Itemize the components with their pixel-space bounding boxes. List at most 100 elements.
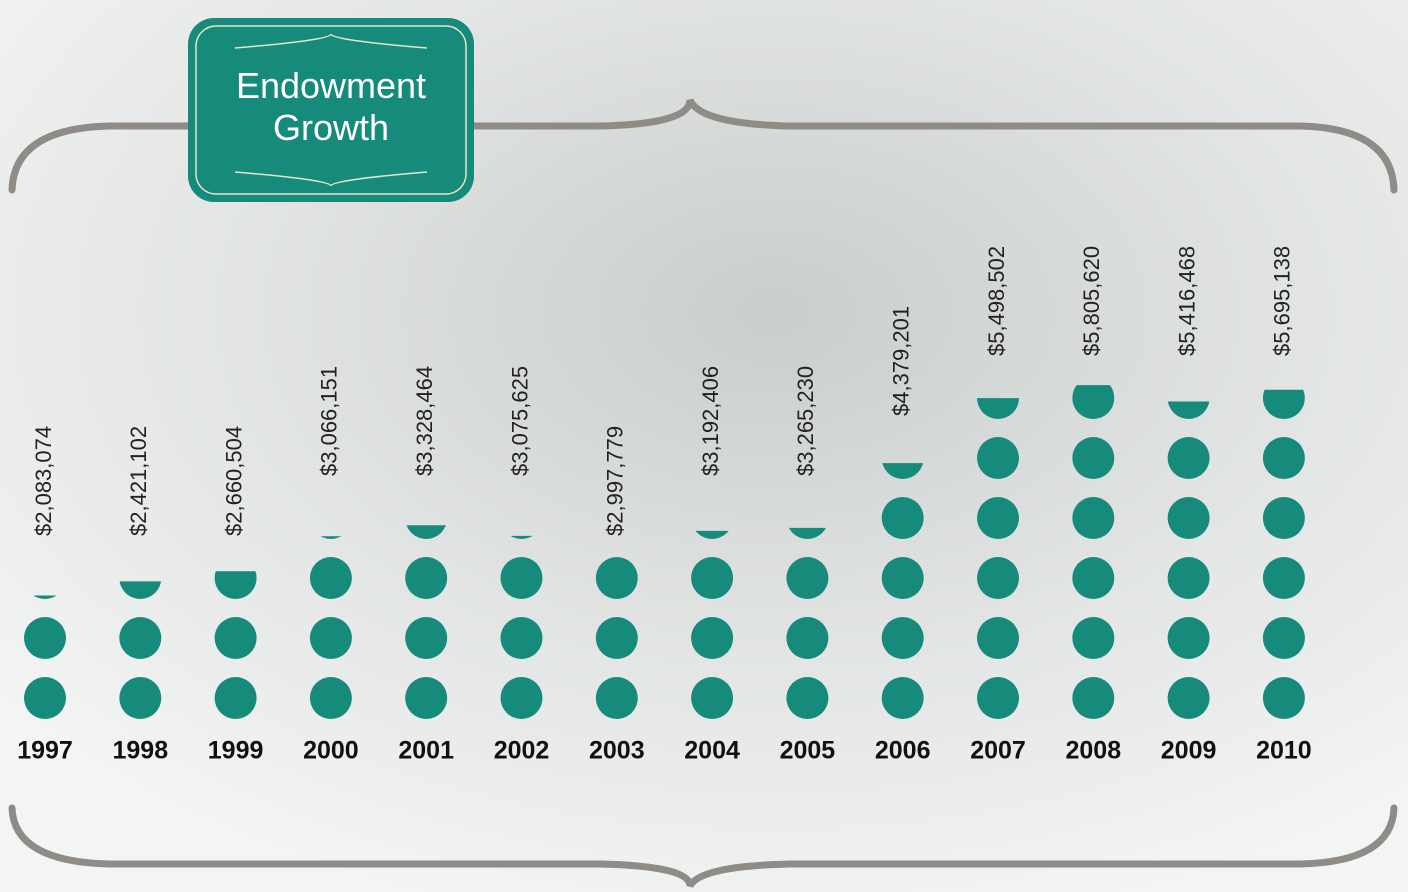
x-tick-label: 1998 [112,737,168,765]
unit-circle [1262,557,1305,599]
unit-circle [1167,497,1210,539]
title-badge [188,18,474,202]
x-tick-label: 2009 [1161,737,1217,765]
value-label: $3,192,406 [698,366,723,476]
unit-circle [1167,617,1210,659]
unit-circle [691,617,734,659]
unit-circle [595,617,638,659]
unit-circle [977,437,1019,479]
value-label: $5,805,620 [1079,246,1104,356]
unit-circle [881,617,924,659]
pictograph-column [691,530,734,719]
unit-circle [881,497,924,539]
chart-title: Endowment Growth [236,65,426,148]
x-tick-label: 2001 [398,737,454,765]
unit-circle [1072,617,1115,659]
value-label: $5,695,138 [1270,246,1295,356]
unit-circle [214,617,257,659]
badge-ornament [234,33,428,49]
partial-circle [1262,389,1305,419]
partial-circle [882,463,924,479]
unit-circle [309,677,352,719]
unit-circle [1072,677,1115,719]
value-label: $2,421,102 [126,426,151,536]
partial-circle [214,571,257,599]
pictograph-column [500,535,543,719]
unit-circle [1262,617,1305,659]
badge-bg [188,18,474,202]
x-tick-label: 2002 [494,737,550,765]
partial-circle [320,536,342,539]
value-label: $2,997,779 [603,426,628,536]
unit-circle [1072,497,1115,539]
unit-circle [500,617,543,659]
unit-circle [977,617,1019,659]
partial-circle [788,527,826,539]
bottom-brace [8,804,1398,888]
pictograph-column [214,571,257,719]
x-tick-label: 2005 [780,737,836,765]
pictograph-column [24,595,66,719]
x-tick-label: 1997 [17,737,73,765]
unit-circle [881,557,924,599]
unit-circle [500,677,543,719]
unit-circle [1262,497,1305,539]
unit-circle [595,677,638,719]
pictograph-column [595,557,638,719]
unit-circle [1167,557,1210,599]
unit-circle [786,557,829,599]
pictograph-column [786,527,829,719]
unit-circle [405,617,448,659]
pictograph-column [309,536,352,719]
partial-circle [1167,401,1210,419]
x-tick-label: 2010 [1256,737,1312,765]
partial-circle [119,581,162,599]
top-brace [8,98,1398,194]
unit-circle [405,557,448,599]
x-tick-label: 2000 [303,737,359,765]
value-label: $3,328,464 [412,366,437,476]
x-tick-label: 2006 [875,737,931,765]
pictograph-column [1072,385,1115,719]
partial-circle [595,557,638,599]
unit-circle [119,617,162,659]
unit-circle [1167,677,1210,719]
unit-circle [1262,437,1305,479]
unit-circle [405,677,448,719]
partial-circle [1072,385,1115,419]
unit-circle [691,677,734,719]
value-label: $5,498,502 [984,246,1009,356]
unit-circle [1262,677,1305,719]
value-label: $5,416,468 [1174,246,1199,356]
partial-circle [33,595,57,599]
unit-circle [977,497,1019,539]
unit-circle [214,677,257,719]
value-label: $2,660,504 [221,426,246,536]
value-label: $3,066,151 [317,366,342,476]
unit-circle [24,677,66,719]
unit-circle [309,617,352,659]
x-tick-label: 2004 [684,737,740,765]
pictograph-column [1167,401,1210,719]
unit-circle [786,617,829,659]
partial-circle [510,535,533,539]
badge-ornament [234,171,428,187]
pictograph-column [1262,389,1305,719]
value-label: $3,075,625 [507,366,532,476]
unit-circle [786,677,829,719]
x-tick-label: 2007 [970,737,1026,765]
unit-circle [500,557,543,599]
value-label: $4,379,201 [889,306,914,416]
unit-circle [691,557,734,599]
unit-circle [1167,437,1210,479]
unit-circle [977,557,1019,599]
value-label: $2,083,074 [31,426,56,536]
x-tick-label: 1999 [208,737,264,765]
unit-circle [1072,437,1115,479]
unit-circle [119,677,162,719]
badge-border [195,25,467,195]
value-label: $3,265,230 [793,366,818,476]
pictograph-column [119,581,162,719]
unit-circle [977,677,1019,719]
